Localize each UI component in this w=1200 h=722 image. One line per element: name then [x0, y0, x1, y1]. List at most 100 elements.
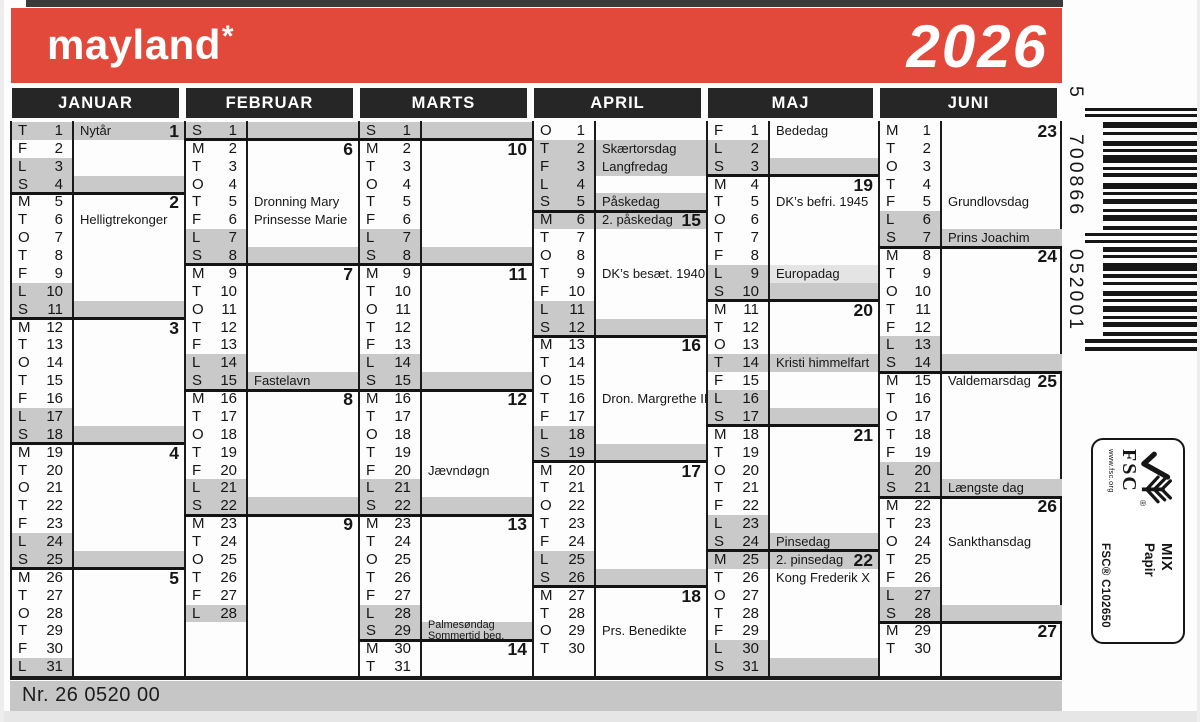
day-cell: S 31 — [708, 658, 768, 676]
day-number: 14 — [914, 354, 931, 372]
day-letter: F — [192, 336, 202, 354]
day-number: 26 — [220, 568, 237, 586]
day-number: 11 — [47, 300, 63, 318]
note-cell — [596, 497, 706, 515]
week-number: 2 — [169, 192, 179, 213]
day-cell: M 22 — [880, 497, 940, 515]
day-number: 19 — [220, 443, 237, 461]
day-cell: S 19 — [534, 443, 594, 462]
note-cell: Grundlovsdag — [942, 193, 1062, 211]
day-number: 9 — [922, 264, 931, 282]
note-cell — [770, 229, 878, 247]
day-number: 1 — [922, 122, 931, 139]
note-cell — [770, 658, 878, 676]
day-letter: T — [714, 229, 724, 247]
week-number: 23 — [1037, 121, 1057, 141]
note-cell: 13 — [422, 515, 532, 533]
day-letter: F — [714, 622, 724, 640]
day-number: 4 — [228, 175, 237, 193]
day-letter: O — [714, 461, 726, 479]
day-letter: F — [192, 211, 202, 229]
month-header: JUNI — [880, 88, 1057, 118]
day-number: 8 — [228, 247, 237, 265]
note-cell — [248, 408, 358, 426]
day-number: 10 — [914, 282, 931, 300]
day-row: M 22 26 — [878, 497, 1062, 515]
note-cell — [422, 211, 532, 229]
day-letter: L — [886, 461, 895, 479]
day-number: 5 — [228, 193, 237, 211]
day-cell: M 23 — [186, 515, 246, 533]
day-row: T 14 Kristi himmelfart — [706, 354, 878, 373]
day-letter: S — [714, 533, 725, 551]
day-row: M 2 10 — [358, 140, 532, 158]
note-cell — [942, 426, 1062, 444]
day-letter: T — [18, 586, 28, 604]
week-separator — [358, 638, 532, 642]
day-row: S 25 — [10, 550, 184, 569]
note-label: Længste dag — [948, 480, 1024, 496]
day-letter: O — [18, 354, 30, 372]
day-number: 14 — [568, 354, 585, 372]
barcode-bar — [1085, 108, 1197, 111]
note-cell — [422, 497, 532, 516]
day-row: O 14 — [10, 354, 184, 372]
day-cell: T 25 — [880, 551, 940, 569]
week-number: 9 — [343, 514, 353, 535]
mayland-logo: mayland* — [47, 20, 234, 69]
week-separator — [10, 567, 184, 571]
day-letter: O — [540, 622, 552, 640]
day-number: 8 — [402, 247, 411, 265]
day-row: M 26 5 — [10, 569, 184, 587]
note-cell — [596, 283, 706, 301]
day-row: F 16 — [10, 390, 184, 408]
day-cell: T 17 — [186, 408, 246, 426]
note-cell — [248, 354, 358, 372]
week-separator — [358, 138, 532, 142]
day-letter: O — [540, 247, 552, 265]
day-number: 9 — [54, 264, 63, 282]
day-letter: M — [366, 139, 379, 157]
day-letter: S — [540, 443, 551, 461]
day-row: F 15 — [706, 372, 878, 390]
note-cell — [770, 319, 878, 337]
day-number: 17 — [46, 407, 63, 425]
column-bottom-border — [184, 676, 358, 680]
day-letter: T — [366, 318, 376, 336]
note-label: Nytår — [80, 123, 112, 138]
day-number: 21 — [568, 479, 585, 497]
day-number: 5 — [576, 193, 585, 211]
day-row: O 11 — [358, 301, 532, 319]
note-cell: DK’s besæt. 1940 — [596, 265, 706, 283]
day-cell: O 18 — [360, 426, 420, 444]
day-row: M 15 Valdemarsdag 25 — [878, 372, 1062, 390]
day-number: 26 — [46, 568, 63, 586]
fsc-url: www.fsc.org — [1107, 449, 1116, 493]
day-cell: T 23 — [880, 515, 940, 533]
day-number: 7 — [228, 229, 237, 247]
day-number: 19 — [914, 443, 931, 461]
week-number: 21 — [853, 424, 873, 445]
day-cell: M 11 — [708, 301, 768, 319]
week-number: 17 — [681, 460, 701, 481]
day-cell: O 10 — [880, 283, 940, 301]
note-cell: Dron. Margrethe II — [596, 390, 708, 408]
day-number: 28 — [46, 604, 63, 622]
month-column-maj: MAJ F 1 Bededag L 2 S 3 M 4 19 T 5 DK’s befri. 1945 O 6… — [706, 88, 878, 680]
note-line: Palmesøndag — [428, 619, 495, 632]
day-cell: F 27 — [186, 587, 246, 605]
week-separator — [184, 263, 358, 267]
note-cell: Pinsedag — [770, 533, 878, 551]
day-row: F 3 Langfredag — [532, 157, 706, 176]
day-number: 13 — [46, 336, 63, 354]
day-row: S 26 — [532, 568, 706, 587]
day-number: 10 — [742, 282, 759, 300]
note-cell — [596, 301, 706, 319]
day-letter: S — [540, 318, 551, 336]
